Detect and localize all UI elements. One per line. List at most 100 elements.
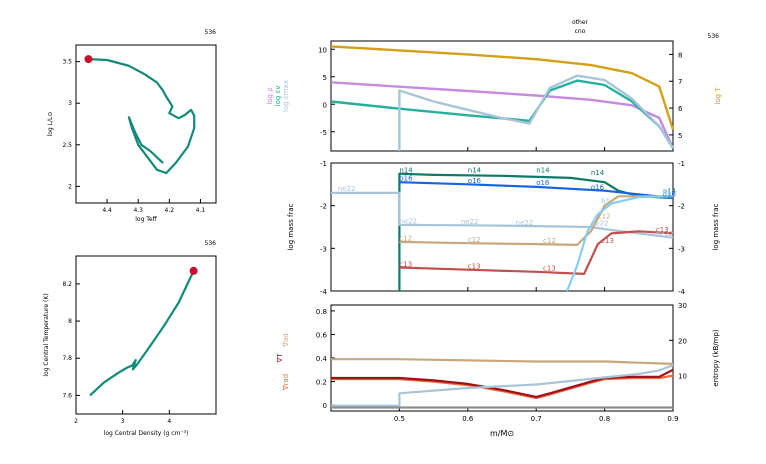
bot-left-tick-label: 0.6 — [316, 331, 328, 339]
hr-y-tick-label: 2.5 — [62, 142, 72, 149]
abundance-profile-panel: -1 -1 -2 -2 -3 -3 -4 -4 log mass frac log mass fr… — [287, 160, 720, 296]
top-left-tick-label: 0 — [323, 101, 327, 109]
bot-x-tick-label: 0.5 — [394, 415, 405, 423]
mid-species-label: n14 — [536, 166, 550, 174]
bot-left-tick-label: 0.2 — [316, 379, 327, 387]
mid-right-tick-label: -3 — [678, 245, 685, 253]
top-right-axis-label: log T — [714, 87, 722, 105]
mid-species-label: n14 — [591, 169, 605, 177]
bot-x-tick-label: 0.7 — [531, 415, 542, 423]
profile-top-panel: 10 5 0 -5 8 7 6 5 other cno 536 log ρ log εν log εmax… — [266, 19, 722, 152]
bot-series-line — [331, 358, 674, 365]
mid-species-label: n14 — [468, 166, 482, 174]
central-x-tick-label: 2 — [74, 418, 78, 425]
bot-frame — [330, 304, 674, 412]
mid-left-axis-label: log mass frac — [287, 203, 295, 250]
hr-model-number: 536 — [205, 29, 217, 36]
bot-right-tick-label: 30 — [678, 302, 687, 310]
top-title-line-2: cno — [575, 28, 586, 35]
hr-x-tick-label: 4.1 — [196, 207, 206, 214]
top-left-tick-label: 5 — [323, 74, 327, 82]
bot-series-line — [331, 374, 674, 400]
bot-x-axis-label: m/M⊙ — [490, 429, 514, 438]
mid-species-label: c13 — [656, 226, 669, 234]
mid-species-label: ne22 — [338, 185, 356, 193]
top-frame — [330, 40, 674, 152]
mid-species-label: c12 — [598, 212, 611, 220]
central-x-axis-label: log Central Density (g cm⁻³) — [104, 430, 189, 437]
mid-series-line — [331, 191, 674, 239]
central-y-tick-label: 7.6 — [62, 392, 72, 399]
top-right-tick-label: 7 — [678, 78, 682, 86]
central-track-line — [89, 270, 195, 397]
mid-species-label: c13 — [543, 265, 556, 273]
bot-right-axis-label: entropy (kB/mp) — [712, 329, 720, 387]
top-right-tick-label: 5 — [678, 132, 682, 140]
top-left-axis-label: log εν — [274, 86, 282, 107]
mid-right-tick-label: -4 — [678, 288, 686, 296]
bot-left-axis-label: ∇rad — [282, 374, 290, 391]
mid-species-label: o16 — [468, 177, 482, 185]
top-right-tick-label: 6 — [678, 105, 683, 113]
hr-y-tick-label: 3 — [68, 100, 72, 107]
hr-x-tick-label: 4.2 — [165, 207, 175, 214]
top-right-tick-label: 8 — [678, 51, 682, 59]
top-series-line — [398, 74, 675, 151]
central-x-tick-label: 4 — [167, 418, 171, 425]
central-frame — [75, 255, 217, 415]
mid-left-tick-label: -4 — [320, 288, 328, 296]
bot-series-line — [331, 368, 674, 398]
bot-right-tick-label: 20 — [678, 337, 687, 345]
bot-right-tick-label: 10 — [678, 373, 687, 381]
top-title-line-1: other — [572, 19, 589, 26]
mid-species-label: ne22 — [591, 220, 609, 228]
mid-species-label: c12 — [543, 237, 556, 245]
top-series-line — [330, 81, 675, 149]
mid-species-label: c12 — [399, 235, 412, 243]
central-current-point — [189, 266, 198, 275]
mid-species-label: o16 — [536, 179, 550, 187]
mid-species-label: ne22 — [656, 230, 674, 238]
mid-species-label: ne22 — [399, 218, 417, 226]
mid-left-tick-label: -2 — [320, 203, 327, 211]
top-model-number: 536 — [708, 33, 720, 40]
mid-series-line — [399, 230, 674, 275]
hr-frame — [75, 44, 217, 204]
mid-left-tick-label: -3 — [320, 245, 327, 253]
hr-x-tick-label: 4.4 — [102, 207, 112, 214]
mid-species-label: h1 — [663, 189, 672, 197]
hr-current-point — [84, 55, 93, 64]
mid-species-label: ne22 — [516, 219, 534, 227]
mid-right-tick-label: -2 — [678, 203, 685, 211]
mid-species-label: n14 — [663, 188, 677, 196]
top-left-axis-label: log εmax — [282, 80, 290, 112]
hr-x-axis-label: log Teff — [135, 216, 157, 223]
bot-left-tick-label: 0.4 — [316, 355, 328, 363]
mid-right-axis-label: log mass frac — [712, 203, 720, 250]
hr-y-axis-label: log L/L⊙ — [47, 112, 54, 137]
mid-species-label: o16 — [663, 191, 677, 199]
mid-series-line — [399, 195, 673, 246]
mid-left-tick-label: -1 — [320, 160, 327, 168]
central-x-tick-label: 3 — [121, 418, 125, 425]
bot-left-tick-label: 0.8 — [316, 308, 327, 316]
hr-y-tick-label: 2 — [68, 183, 72, 190]
bot-series-line — [331, 364, 674, 407]
bot-left-axis-label: ∇ad — [282, 333, 290, 347]
mid-species-label: ne22 — [461, 218, 479, 226]
mid-species-label: n14 — [399, 166, 413, 174]
mid-series-line — [565, 195, 674, 292]
top-left-tick-label: 10 — [318, 46, 327, 54]
mid-frame — [330, 162, 674, 292]
hr-x-tick-label: 4.3 — [133, 207, 143, 214]
central-y-tick-label: 8 — [68, 318, 72, 325]
mid-species-label: o16 — [399, 174, 413, 182]
top-left-axis-label: log ρ — [266, 87, 274, 105]
mid-species-label: h1 — [601, 198, 610, 206]
central-temp-density-panel: 2 3 4 8.2 8 7.8 7.6 log Central Density (g cm⁻³… — [43, 240, 217, 437]
bot-left-axis-label: ∇T — [276, 353, 284, 364]
mid-species-label: o16 — [591, 183, 605, 191]
mid-species-label: c13 — [468, 262, 481, 270]
